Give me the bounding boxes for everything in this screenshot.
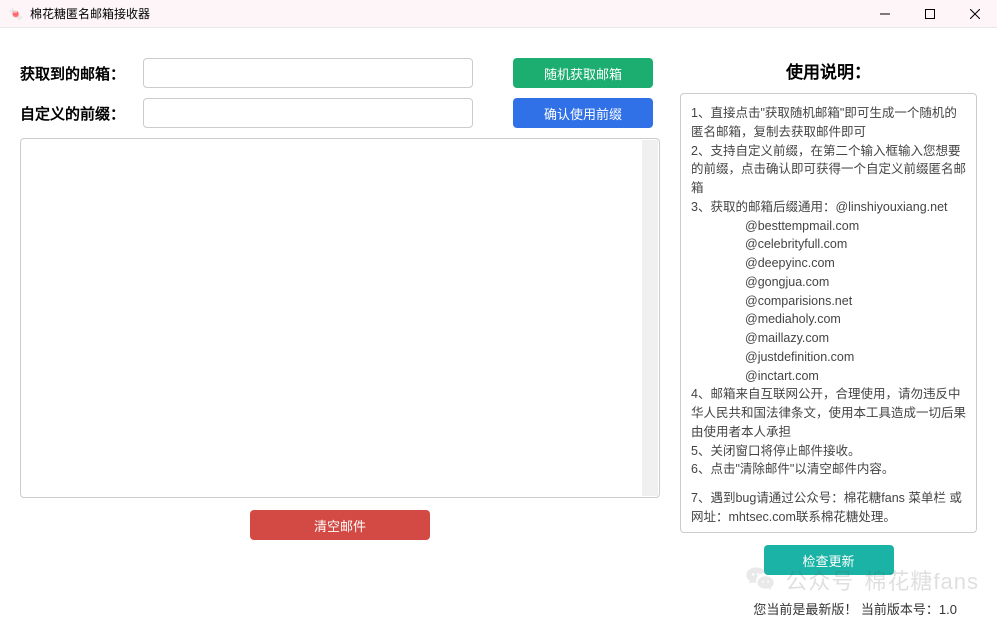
prefix-label: 自定义的前缀： [20, 103, 135, 124]
minimize-button[interactable] [862, 0, 907, 27]
instruction-line: 6、点击"清除邮件"以清空邮件内容。 [691, 460, 966, 479]
email-row: 获取到的邮箱： 随机获取邮箱 [20, 58, 660, 88]
email-input[interactable] [143, 58, 473, 88]
email-suffix: @maillazy.com [691, 329, 966, 348]
instruction-line: 2、支持自定义前缀，在第二个输入框输入您想要的前缀，点击确认即可获得一个自定义前… [691, 142, 966, 198]
instruction-line: 4、邮箱来自互联网公开，合理使用，请勿违反中华人民共和国法律条文，使用本工具造成… [691, 385, 966, 441]
left-pane: 获取到的邮箱： 随机获取邮箱 自定义的前缀： 确认使用前缀 清空邮件 [20, 58, 660, 618]
instructions-title: 使用说明： [680, 58, 977, 83]
instruction-line: 1、直接点击"获取随机邮箱"即可生成一个随机的匿名邮箱，复制去获取邮件即可 [691, 104, 966, 142]
spacer [691, 479, 966, 489]
content-area: 获取到的邮箱： 随机获取邮箱 自定义的前缀： 确认使用前缀 清空邮件 使用说明：… [0, 28, 997, 628]
titlebar: 🍬 棉花糖匿名邮箱接收器 [0, 0, 997, 28]
prefix-row: 自定义的前缀： 确认使用前缀 [20, 98, 660, 128]
email-suffix: @comparisions.net [691, 292, 966, 311]
confirm-prefix-button[interactable]: 确认使用前缀 [513, 98, 653, 128]
window-title: 棉花糖匿名邮箱接收器 [30, 5, 150, 22]
right-pane: 使用说明： 1、直接点击"获取随机邮箱"即可生成一个随机的匿名邮箱，复制去获取邮… [680, 58, 977, 618]
instruction-line: 7、遇到bug请通过公众号：棉花糖fans 菜单栏 或网址：mhtsec.com… [691, 489, 966, 527]
get-email-button[interactable]: 随机获取邮箱 [513, 58, 653, 88]
window-controls [862, 0, 997, 27]
email-suffix: @deepyinc.com [691, 254, 966, 273]
email-suffix: @mediaholy.com [691, 310, 966, 329]
mailbox-textarea[interactable] [20, 138, 660, 498]
clear-mail-button[interactable]: 清空邮件 [250, 510, 430, 540]
email-suffix: @justdefinition.com [691, 348, 966, 367]
prefix-input[interactable] [143, 98, 473, 128]
instruction-line: 3、获取的邮箱后缀通用：@linshiyouxiang.net [691, 198, 966, 217]
email-suffix: @besttempmail.com [691, 217, 966, 236]
email-label: 获取到的邮箱： [20, 63, 135, 84]
close-button[interactable] [952, 0, 997, 27]
instructions-box: 1、直接点击"获取随机邮箱"即可生成一个随机的匿名邮箱，复制去获取邮件即可 2、… [680, 93, 977, 533]
email-suffix: @celebrityfull.com [691, 235, 966, 254]
version-text: 您当前是最新版！ 当前版本号：1.0 [680, 599, 977, 618]
app-icon: 🍬 [8, 6, 24, 22]
check-update-button[interactable]: 检查更新 [764, 545, 894, 575]
email-suffix: @inctart.com [691, 367, 966, 386]
maximize-button[interactable] [907, 0, 952, 27]
email-suffix: @gongjua.com [691, 273, 966, 292]
scrollbar[interactable] [642, 140, 658, 496]
instruction-line: 5、关闭窗口将停止邮件接收。 [691, 442, 966, 461]
titlebar-left: 🍬 棉花糖匿名邮箱接收器 [8, 5, 150, 22]
